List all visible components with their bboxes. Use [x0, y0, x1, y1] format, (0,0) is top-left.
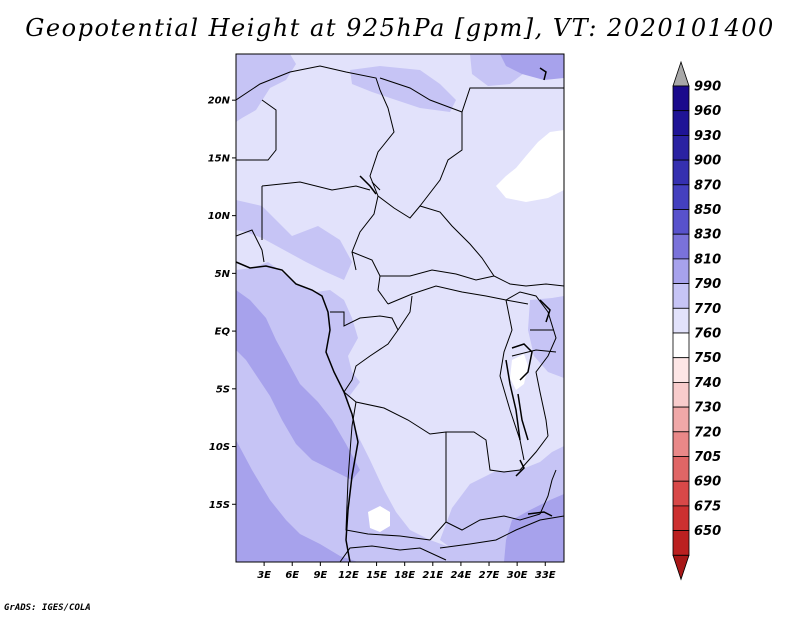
lat-tick-label: 10N	[208, 211, 231, 222]
lon-tick-label: 24E	[451, 570, 472, 581]
colorbar-label: 750	[694, 351, 721, 366]
lat-tick-label: 15N	[208, 153, 231, 164]
colorbar-swatch	[672, 431, 690, 457]
field-810-northeast	[500, 54, 564, 80]
field-790-north-east	[350, 66, 456, 112]
colorbar: 990 960 930 900 870 850 830 810 790 770 760 750 740 7…	[672, 60, 721, 581]
colorbar-label: 810	[694, 252, 721, 267]
lat-tick-label: 20N	[208, 96, 231, 107]
colorbar-label: 730	[694, 401, 721, 416]
grads-credit: GrADS: IGES/COLA	[4, 603, 91, 613]
field-770-sudan-pocket	[496, 130, 564, 202]
lat-tick-label: 10S	[209, 442, 230, 453]
colorbar-swatch	[672, 505, 690, 531]
colorbar-swatch	[672, 258, 690, 284]
colorbar-bottom-arrow	[672, 554, 690, 581]
colorbar-label: 740	[694, 376, 721, 391]
lon-tick-label: 15E	[366, 570, 387, 581]
lon-tick-label: 9E	[313, 570, 327, 581]
colorbar-swatch	[672, 159, 690, 186]
colorbar-swatch	[672, 332, 690, 359]
colorbar-swatch	[672, 530, 690, 556]
colorbar-label: 770	[694, 302, 721, 317]
colorbar-swatch	[672, 307, 690, 334]
colorbar-swatch	[672, 381, 690, 408]
lon-tick-label: 12E	[338, 570, 359, 581]
colorbar-label: 990	[694, 80, 721, 95]
longitude-axis: 3E 6E 9E 12E 15E 18E 21E 24E 27E 30E 33E	[257, 562, 556, 581]
field-790-east-lakes	[528, 296, 564, 378]
field-770-lake-pocket	[510, 354, 528, 390]
colorbar-swatch	[672, 480, 690, 507]
field-810-southwest	[236, 440, 358, 562]
colorbar-label: 690	[694, 475, 721, 490]
field-810-southeast-corner	[504, 494, 564, 562]
lat-tick-label: EQ	[215, 327, 231, 338]
colorbar-label: 960	[694, 104, 721, 119]
lon-tick-label: 3E	[257, 570, 271, 581]
colorbar-label: 675	[694, 499, 721, 514]
colorbar-label: 930	[694, 129, 721, 144]
colorbar-swatch	[672, 209, 690, 235]
colorbar-top-arrow	[672, 60, 690, 87]
colorbar-swatch	[672, 184, 690, 210]
colorbar-swatch	[672, 85, 690, 112]
field-810-coastal-belt	[236, 290, 360, 480]
colorbar-swatch	[672, 406, 690, 433]
lat-tick-label: 5N	[215, 269, 231, 280]
lat-tick-label: 5S	[216, 384, 230, 395]
country-boundaries	[236, 65, 564, 562]
field-790-north	[236, 54, 296, 122]
colorbar-label: 650	[694, 524, 721, 539]
coastlines	[236, 67, 553, 562]
lat-tick-label: 15S	[209, 500, 230, 511]
colorbar-label: 850	[694, 203, 721, 218]
colorbar-swatch	[672, 233, 690, 260]
lon-tick-label: 33E	[535, 570, 556, 581]
colorbar-label: 900	[694, 154, 721, 169]
colorbar-swatch	[672, 357, 690, 383]
lon-tick-label: 30E	[507, 570, 528, 581]
colorbar-swatch	[672, 283, 690, 309]
colorbar-swatch	[672, 134, 690, 161]
latitude-axis: 20N 15N 10N 5N EQ 5S 10S 15S	[208, 96, 236, 511]
colorbar-label: 720	[694, 425, 721, 440]
map-frame	[235, 53, 565, 563]
map-panel	[236, 54, 564, 562]
colorbar-label: 830	[694, 228, 721, 243]
field-770-angola-pocket	[368, 506, 390, 532]
colorbar-swatch	[672, 456, 690, 482]
lon-tick-label: 6E	[285, 570, 299, 581]
chart-title: Geopotential Height at 925hPa [gpm], VT:…	[25, 14, 775, 42]
field-790-west-atlantic	[236, 262, 470, 562]
lon-tick-label: 18E	[394, 570, 415, 581]
lon-tick-label: 21E	[422, 570, 443, 581]
colorbar-swatch	[672, 110, 690, 136]
colorbar-label: 760	[694, 327, 721, 342]
colorbar-label: 790	[694, 277, 721, 292]
colorbar-label: 870	[694, 178, 721, 193]
lon-tick-label: 27E	[479, 570, 500, 581]
field-790-nigeria-band	[236, 200, 352, 280]
colorbar-label: 705	[694, 450, 721, 465]
